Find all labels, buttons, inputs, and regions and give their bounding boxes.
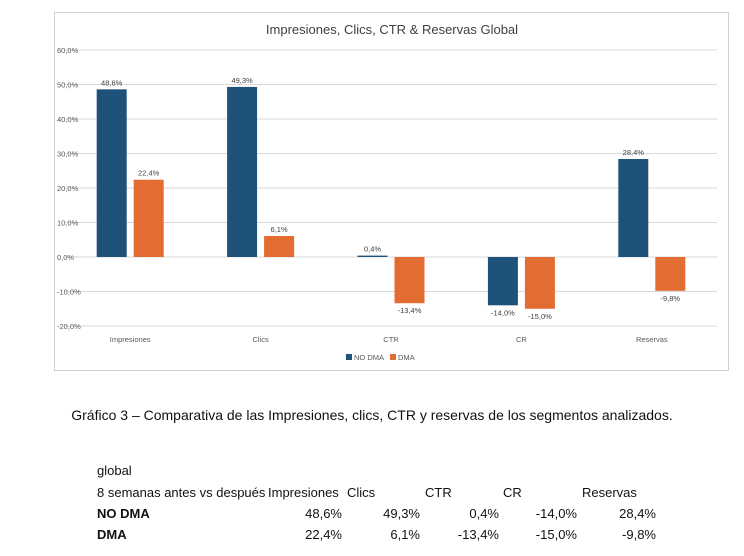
table-header-ctr: CTR: [425, 485, 452, 500]
y-tick-label: 20,0%: [57, 184, 79, 193]
y-tick-label: 10,0%: [57, 219, 79, 228]
table-header-label: 8 semanas antes vs después: [97, 485, 266, 500]
x-tick-label: Reservas: [636, 335, 668, 344]
chart-title: Impresiones, Clics, CTR & Reservas Globa…: [266, 22, 518, 37]
table-cell: 48,6%: [305, 506, 342, 521]
legend-label: NO DMA: [354, 353, 384, 362]
bar-no-dma: [487, 257, 518, 306]
legend-swatch: [390, 354, 396, 360]
data-label: -9,8%: [661, 294, 681, 303]
bar-dma: [264, 235, 295, 257]
table-header-reservas: Reservas: [582, 485, 637, 500]
x-tick-label: CTR: [383, 335, 399, 344]
y-tick-label: 60,0%: [57, 46, 79, 55]
table-cell: 0,4%: [469, 506, 499, 521]
table-cell: -15,0%: [535, 527, 577, 542]
x-tick-label: Clics: [252, 335, 268, 344]
data-label: 49,3%: [231, 76, 253, 85]
y-tick-label: -20,0%: [57, 322, 81, 331]
bar-no-dma: [618, 159, 649, 257]
table-header-clics: Clics: [347, 485, 376, 500]
y-tick-label: 50,0%: [57, 81, 79, 90]
table-header-impresiones: Impresiones: [268, 485, 339, 500]
bar-no-dma: [227, 86, 258, 257]
x-tick-label: Impresiones: [110, 335, 151, 344]
bar-dma: [655, 257, 686, 291]
data-label: 28,4%: [623, 148, 645, 157]
table-cell: 6,1%: [390, 527, 420, 542]
table-row-label: DMA: [97, 527, 127, 542]
table-cell: 22,4%: [305, 527, 342, 542]
table-cell: -13,4%: [457, 527, 499, 542]
table-cell: 49,3%: [383, 506, 420, 521]
bar-no-dma: [357, 255, 388, 257]
table-header-cr: CR: [503, 485, 522, 500]
y-tick-label: -10,0%: [57, 288, 81, 297]
y-tick-label: 0,0%: [57, 253, 74, 262]
data-label: -15,0%: [528, 312, 552, 321]
data-label: 0,4%: [364, 245, 381, 254]
table-row-label: NO DMA: [97, 506, 150, 521]
table-title: global: [97, 463, 132, 478]
data-label: -13,4%: [398, 306, 422, 315]
bar-chart: Impresiones, Clics, CTR & Reservas Globa…: [57, 22, 717, 362]
figure-caption: Gráfico 3 – Comparativa de las Impresion…: [71, 407, 673, 423]
legend-swatch: [346, 354, 352, 360]
y-tick-label: 40,0%: [57, 115, 79, 124]
table-cell: -14,0%: [535, 506, 577, 521]
y-tick-label: 30,0%: [57, 150, 79, 159]
table-cell: 28,4%: [619, 506, 656, 521]
bar-dma: [394, 257, 425, 304]
bar-dma: [524, 257, 555, 309]
legend-label: DMA: [398, 353, 415, 362]
bar-no-dma: [96, 89, 127, 257]
data-label: 48,6%: [101, 78, 123, 87]
x-tick-label: CR: [516, 335, 527, 344]
chart-frame: Impresiones, Clics, CTR & Reservas Globa…: [54, 12, 729, 371]
data-label: -14,0%: [491, 308, 515, 317]
table-cell: -9,8%: [622, 527, 656, 542]
data-label: 22,4%: [138, 169, 160, 178]
data-label: 6,1%: [271, 225, 288, 234]
bar-dma: [133, 179, 164, 257]
